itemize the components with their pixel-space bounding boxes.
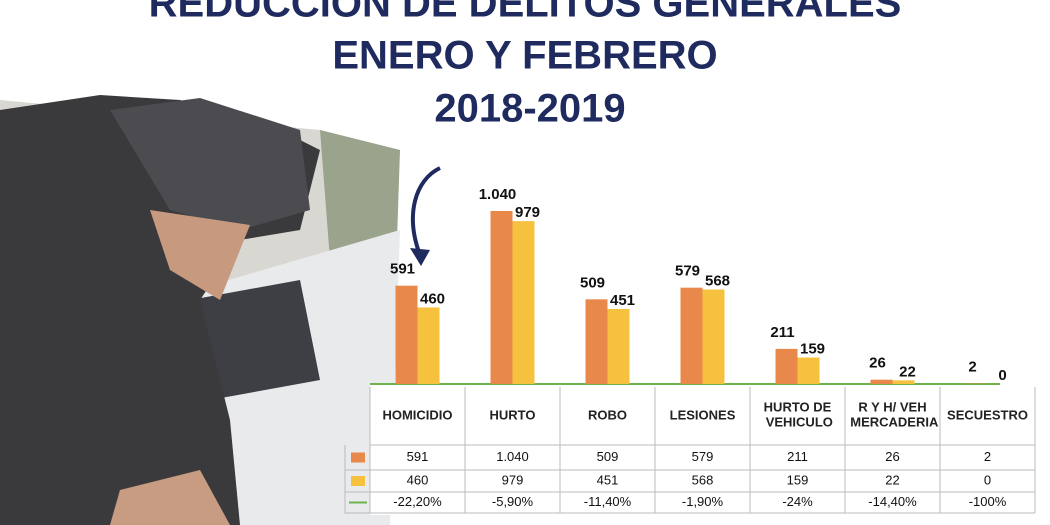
table-cell: -22,20% — [393, 494, 442, 509]
bar — [395, 285, 418, 384]
table-cell: 1.040 — [496, 449, 529, 464]
bar — [585, 299, 608, 384]
table-cell: 579 — [692, 449, 714, 464]
table-cell: -1,90% — [682, 494, 724, 509]
value-label: 979 — [515, 204, 540, 221]
chart-title: ENERO Y FEBRERO — [332, 34, 717, 78]
value-label: 451 — [610, 292, 635, 309]
x-tick-label: R Y H/ VEH MERCADERIA — [847, 400, 939, 430]
value-label: 211 — [770, 324, 794, 341]
x-tick-label: SECUESTRO — [947, 407, 1028, 422]
bar — [512, 221, 535, 384]
bar — [870, 379, 893, 384]
table-cell: 460 — [407, 472, 429, 487]
x-tick-label: HURTO DE VEHICULO — [762, 400, 833, 430]
x-tick-label: HOMICIDIO — [382, 407, 452, 422]
table-cell: 568 — [692, 472, 714, 487]
value-label: 0 — [998, 367, 1006, 384]
bar — [775, 348, 798, 384]
chart-title: 2018-2019 — [434, 87, 625, 131]
table-cell: 159 — [787, 472, 809, 487]
table-cell: 2 — [984, 449, 991, 464]
photo — [0, 95, 400, 525]
value-label: 579 — [675, 263, 700, 280]
chart-title: REDUCCION DE DELITOS GENERALES — [149, 0, 902, 26]
value-label: 460 — [420, 290, 445, 307]
table-cell: 591 — [407, 449, 429, 464]
x-tick-label: HURTO — [490, 407, 536, 422]
bar — [892, 380, 915, 384]
value-label: 26 — [869, 355, 886, 372]
arrow-head — [410, 248, 430, 266]
value-label: 1.040 — [479, 186, 517, 203]
value-label: 591 — [390, 261, 415, 278]
value-label: 509 — [580, 274, 605, 291]
bar — [490, 210, 513, 384]
table-cell: 451 — [597, 472, 619, 487]
table-cell: -11,40% — [584, 494, 632, 509]
table-cell: 211 — [787, 449, 808, 464]
bar — [607, 308, 630, 384]
table-cell: 509 — [597, 449, 619, 464]
table-cell: -100% — [969, 494, 1007, 509]
table-cell: -5,90% — [492, 494, 534, 509]
x-tick-label: LESIONES — [670, 407, 736, 422]
bar — [680, 287, 703, 384]
table-bg — [370, 385, 1045, 515]
value-label: 2 — [968, 359, 976, 376]
bar — [417, 307, 440, 384]
x-tick-label: ROBO — [588, 407, 627, 422]
legend-swatch — [351, 452, 365, 463]
legend-swatch — [351, 476, 365, 486]
bar — [702, 289, 725, 384]
table-cell: 0 — [984, 472, 991, 487]
table-cell: 22 — [885, 472, 899, 487]
table-cell: -14,40% — [868, 494, 917, 509]
value-label: 22 — [899, 363, 916, 380]
table-cell: 979 — [502, 472, 524, 487]
value-label: 159 — [800, 341, 825, 358]
table-cell: -24% — [782, 494, 813, 509]
arrow — [411, 166, 441, 256]
bar — [797, 357, 820, 384]
value-label: 568 — [705, 272, 730, 289]
table-cell: 26 — [885, 449, 899, 464]
